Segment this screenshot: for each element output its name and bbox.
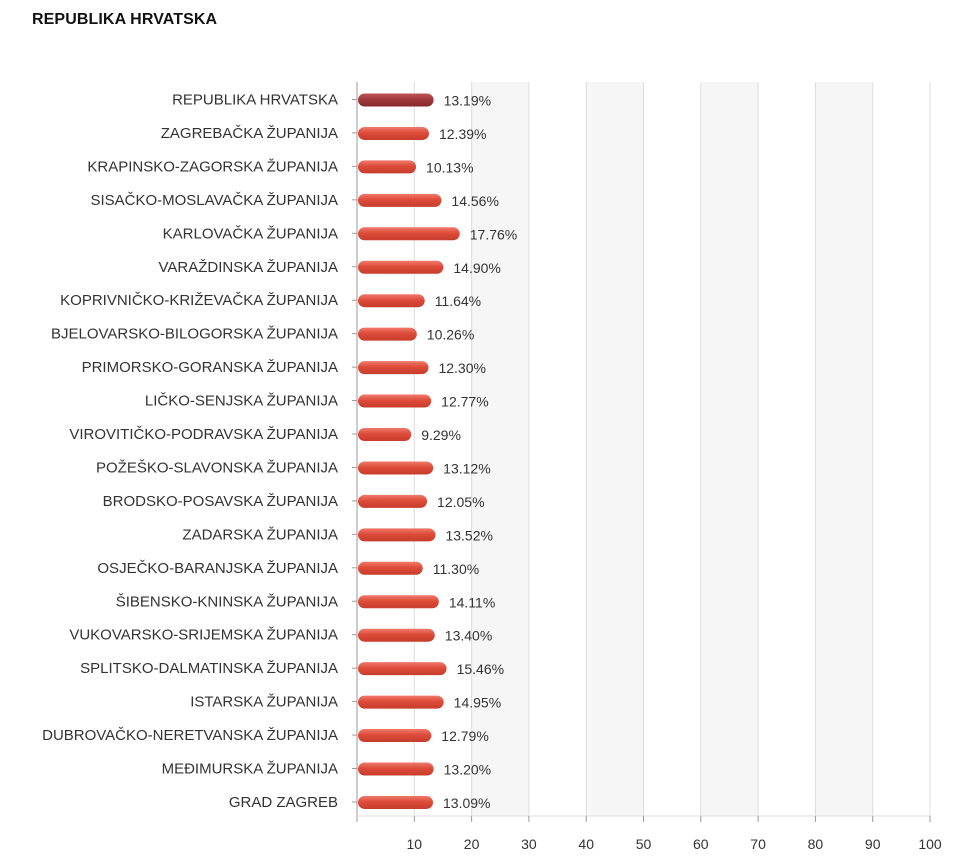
category-label: KRAPINSKO-ZAGORSKA ŽUPANIJA <box>87 158 338 175</box>
category-label: MEĐIMURSKA ŽUPANIJA <box>162 761 338 778</box>
value-label: 13.40% <box>445 628 492 644</box>
value-label: 17.76% <box>470 226 517 242</box>
x-tick-label: 70 <box>750 836 766 852</box>
x-tick-label: 20 <box>464 836 480 852</box>
category-label: SISAČKO-MOSLAVAČKA ŽUPANIJA <box>90 192 338 209</box>
x-tick-label: 60 <box>693 836 709 852</box>
bar <box>358 494 428 508</box>
category-label: ZAGREBAČKA ŽUPANIJA <box>161 125 338 142</box>
bar <box>358 695 444 709</box>
x-tick-label: 10 <box>407 836 423 852</box>
page-title: REPUBLIKA HRVATSKA <box>32 11 218 28</box>
category-label: KARLOVAČKA ŽUPANIJA <box>163 225 338 242</box>
value-label: 10.13% <box>426 159 473 175</box>
category-label: POŽEŠKO-SLAVONSKA ŽUPANIJA <box>96 459 338 476</box>
bar-highlight <box>358 93 434 107</box>
bar <box>358 595 439 609</box>
category-label: BJELOVARSKO-BILOGORSKA ŽUPANIJA <box>51 326 338 343</box>
bar <box>358 260 444 274</box>
category-label: ŠIBENSKO-KNINSKA ŽUPANIJA <box>116 593 338 610</box>
bar <box>358 126 429 140</box>
category-label: ZADARSKA ŽUPANIJA <box>182 526 338 543</box>
bar <box>358 729 432 743</box>
x-tick-label: 80 <box>808 836 824 852</box>
value-label: 12.77% <box>441 394 488 410</box>
category-label: DUBROVAČKO-NERETVANSKA ŽUPANIJA <box>42 727 338 744</box>
category-label: REPUBLIKA HRVATSKA <box>172 92 338 109</box>
bar <box>358 662 447 676</box>
value-label: 13.52% <box>445 527 492 543</box>
category-label: ISTARSKA ŽUPANIJA <box>190 694 338 711</box>
category-label: OSJEČKO-BARANJSKA ŽUPANIJA <box>97 560 338 577</box>
category-label: VUKOVARSKO-SRIJEMSKA ŽUPANIJA <box>69 627 338 644</box>
value-label: 12.30% <box>438 360 485 376</box>
value-label: 12.79% <box>441 728 488 744</box>
category-label: SPLITSKO-DALMATINSKA ŽUPANIJA <box>80 660 338 677</box>
plot-band <box>471 82 529 816</box>
value-label: 15.46% <box>457 661 504 677</box>
bar <box>358 561 423 575</box>
x-tick-label: 40 <box>578 836 594 852</box>
bar <box>358 160 417 174</box>
bar <box>358 762 434 776</box>
bar <box>358 193 442 207</box>
bar <box>358 394 432 408</box>
value-label: 13.12% <box>443 460 490 476</box>
x-tick-label: 90 <box>865 836 881 852</box>
value-label: 13.19% <box>444 93 491 109</box>
value-label: 11.30% <box>433 561 479 577</box>
plot-band <box>815 82 873 816</box>
x-axis-ticks: 10 20 30 40 50 60 70 80 90 100 <box>407 816 942 852</box>
plot-band <box>700 82 759 816</box>
value-label: 12.39% <box>439 126 486 142</box>
bar <box>358 361 429 375</box>
value-label: 14.90% <box>453 260 500 276</box>
category-label: BRODSKO-POSAVSKA ŽUPANIJA <box>103 493 338 510</box>
plot-band <box>586 82 644 816</box>
bar <box>358 528 436 542</box>
x-gridlines <box>413 82 931 816</box>
bar <box>358 461 434 475</box>
x-tick-label: 30 <box>521 836 537 852</box>
value-label: 14.56% <box>451 193 498 209</box>
bar <box>358 795 434 809</box>
bar <box>358 628 435 642</box>
value-label: 14.11% <box>449 594 495 610</box>
category-label: LIČKO-SENJSKA ŽUPANIJA <box>145 393 338 410</box>
category-label: VIROVITIČKO-PODRAVSKA ŽUPANIJA <box>69 426 338 443</box>
bar <box>358 327 417 341</box>
plot-background-bands <box>471 82 873 816</box>
value-label: 13.09% <box>443 795 490 811</box>
category-label: GRAD ZAGREB <box>229 794 338 811</box>
value-label: 10.26% <box>427 327 474 343</box>
x-tick-label: 50 <box>636 836 652 852</box>
category-label: VARAŽDINSKA ŽUPANIJA <box>159 259 338 276</box>
value-label: 13.20% <box>444 762 491 778</box>
bar-rows: REPUBLIKA HRVATSKA 13.19% ZAGREBAČKA ŽUPAN… <box>42 92 517 811</box>
value-label: 11.64% <box>435 293 481 309</box>
bar <box>358 294 425 308</box>
bar <box>358 227 460 241</box>
value-label: 9.29% <box>421 427 461 443</box>
category-label: KOPRIVNIČKO-KRIŽEVAČKA ŽUPANIJA <box>60 292 338 309</box>
value-label: 12.05% <box>437 494 484 510</box>
category-label: PRIMORSKO-GORANSKA ŽUPANIJA <box>82 359 338 376</box>
bar <box>358 428 412 441</box>
value-label: 14.95% <box>454 695 501 711</box>
x-tick-label: 100 <box>918 836 942 852</box>
